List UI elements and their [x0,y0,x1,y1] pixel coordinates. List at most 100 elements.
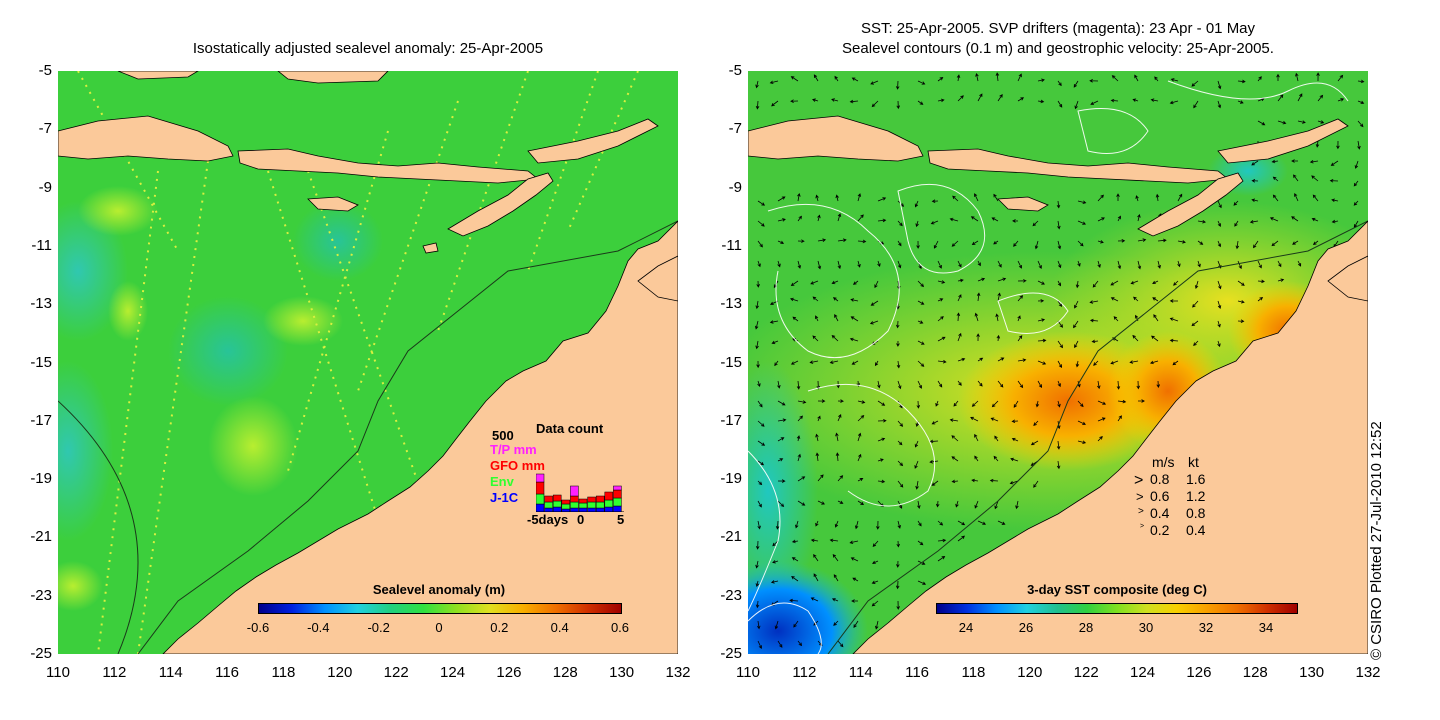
velocity-arrow [872,540,879,548]
velocity-arrow [813,554,819,562]
velocity-arrow [791,557,799,562]
velocity-arrow [1117,239,1126,243]
velocity-arrow [1017,335,1023,342]
velocity-arrow [1191,80,1199,87]
velocity-arrow [1149,360,1159,365]
velocity-arrow [1217,300,1222,309]
velocity-arrow [793,620,799,628]
left-land-australia [162,220,678,654]
velocity-arrow [914,440,919,448]
velocity-arrow [895,580,900,590]
velocity-arrow [851,360,859,365]
velocity-arrow [757,480,763,486]
velocity-arrow [995,313,999,322]
colorbar-tick-label: -0.2 [367,620,390,635]
velocity-arrow [1110,280,1119,286]
velocity-arrow [837,414,842,422]
velocity-arrow [1057,300,1063,308]
velocity-arrow [1134,74,1139,82]
velocity-arrow [877,218,887,223]
velocity-arrow [951,240,959,247]
x-tick-label: 130 [609,664,635,681]
colorbar-tick-label: -0.4 [307,620,330,635]
credit-text: © CSIRO Plotted 27-Jul-2010 12:52 [1368,421,1385,660]
y-tick-label: -19 [30,470,52,488]
velocity-arrow [757,420,765,427]
velocity-arrow [833,620,839,626]
velocity-arrow [1271,240,1279,247]
data-count-bar-segment [613,485,622,491]
velocity-arrow [849,99,859,104]
velocity-arrow [1291,159,1299,163]
velocity-arrow [977,380,983,387]
velocity-arrow [935,400,939,407]
velocity-arrow [974,312,979,322]
data-count-x-start: -5days [527,512,569,527]
velocity-arrow [1017,295,1024,302]
velocity-arrow [1156,380,1161,388]
velocity-arrow [997,94,1003,102]
velocity-arrow [1197,260,1201,268]
velocity-arrow [955,500,959,508]
velocity-arrow [1353,200,1359,206]
velocity-arrow [817,399,826,403]
velocity-arrow [1117,415,1122,422]
left-anomaly-yellow-1 [208,396,298,496]
velocity-arrow [796,435,801,442]
velocity-arrow [1057,380,1061,388]
colorbar-tick-label: 30 [1138,620,1154,635]
velocity-arrow [1193,100,1199,109]
velocity-arrow [1097,400,1107,405]
velocity-arrow [817,500,825,505]
velocity-arrow [993,193,999,202]
velocity-arrow [851,599,859,603]
velocity-arrow [1354,160,1359,169]
velocity-arrow [797,640,803,647]
velocity-arrow [1077,220,1087,225]
velocity-legend-header-ms: m/s [1152,454,1175,470]
velocity-arrow [789,598,799,603]
velocity-arrow [1251,160,1259,166]
velocity-arrow [757,240,763,248]
velocity-arrow [977,277,986,282]
velocity-arrow [897,220,903,227]
velocity-arrow [755,560,759,569]
x-tick-label: 120 [1017,664,1043,681]
x-tick-label: 132 [665,664,691,681]
velocity-arrow [957,380,962,386]
velocity-arrow [1272,194,1279,202]
velocity-arrow [1293,174,1299,182]
velocity-arrow [777,196,786,202]
velocity-arrow [777,218,786,222]
velocity-arrow [1136,380,1141,390]
velocity-arrow [877,418,887,423]
velocity-arrow [1017,279,1027,283]
velocity-arrow [1357,120,1364,128]
velocity-arrow [1097,435,1103,442]
velocity-arrow [834,520,839,528]
velocity-arrow [897,240,902,247]
velocity-arrow [970,216,979,222]
x-tick-label: 122 [383,664,409,681]
velocity-arrow [930,220,939,225]
velocity-arrow [997,277,1007,282]
velocity-arrow [933,240,939,249]
velocity-arrow [977,520,987,525]
colorbar-tick-label: -0.6 [246,620,270,635]
data-count-ymax: 500 [492,428,514,443]
velocity-arrow [997,292,1001,302]
velocity-arrow [974,500,979,509]
velocity-arrow [1056,440,1061,450]
velocity-arrow [1251,198,1259,202]
left-map-title: Isostatically adjusted sealevel anomaly:… [192,40,544,57]
velocity-arrow [956,312,961,322]
velocity-arrow [951,479,959,484]
velocity-arrow [937,260,942,269]
left-land-timor [447,172,554,237]
velocity-arrow [797,239,805,243]
sst-cold-southwest [748,561,868,654]
velocity-arrow [832,297,839,302]
velocity-arrow [817,474,824,482]
velocity-arrow [1291,216,1299,222]
velocity-arrow [937,98,945,103]
